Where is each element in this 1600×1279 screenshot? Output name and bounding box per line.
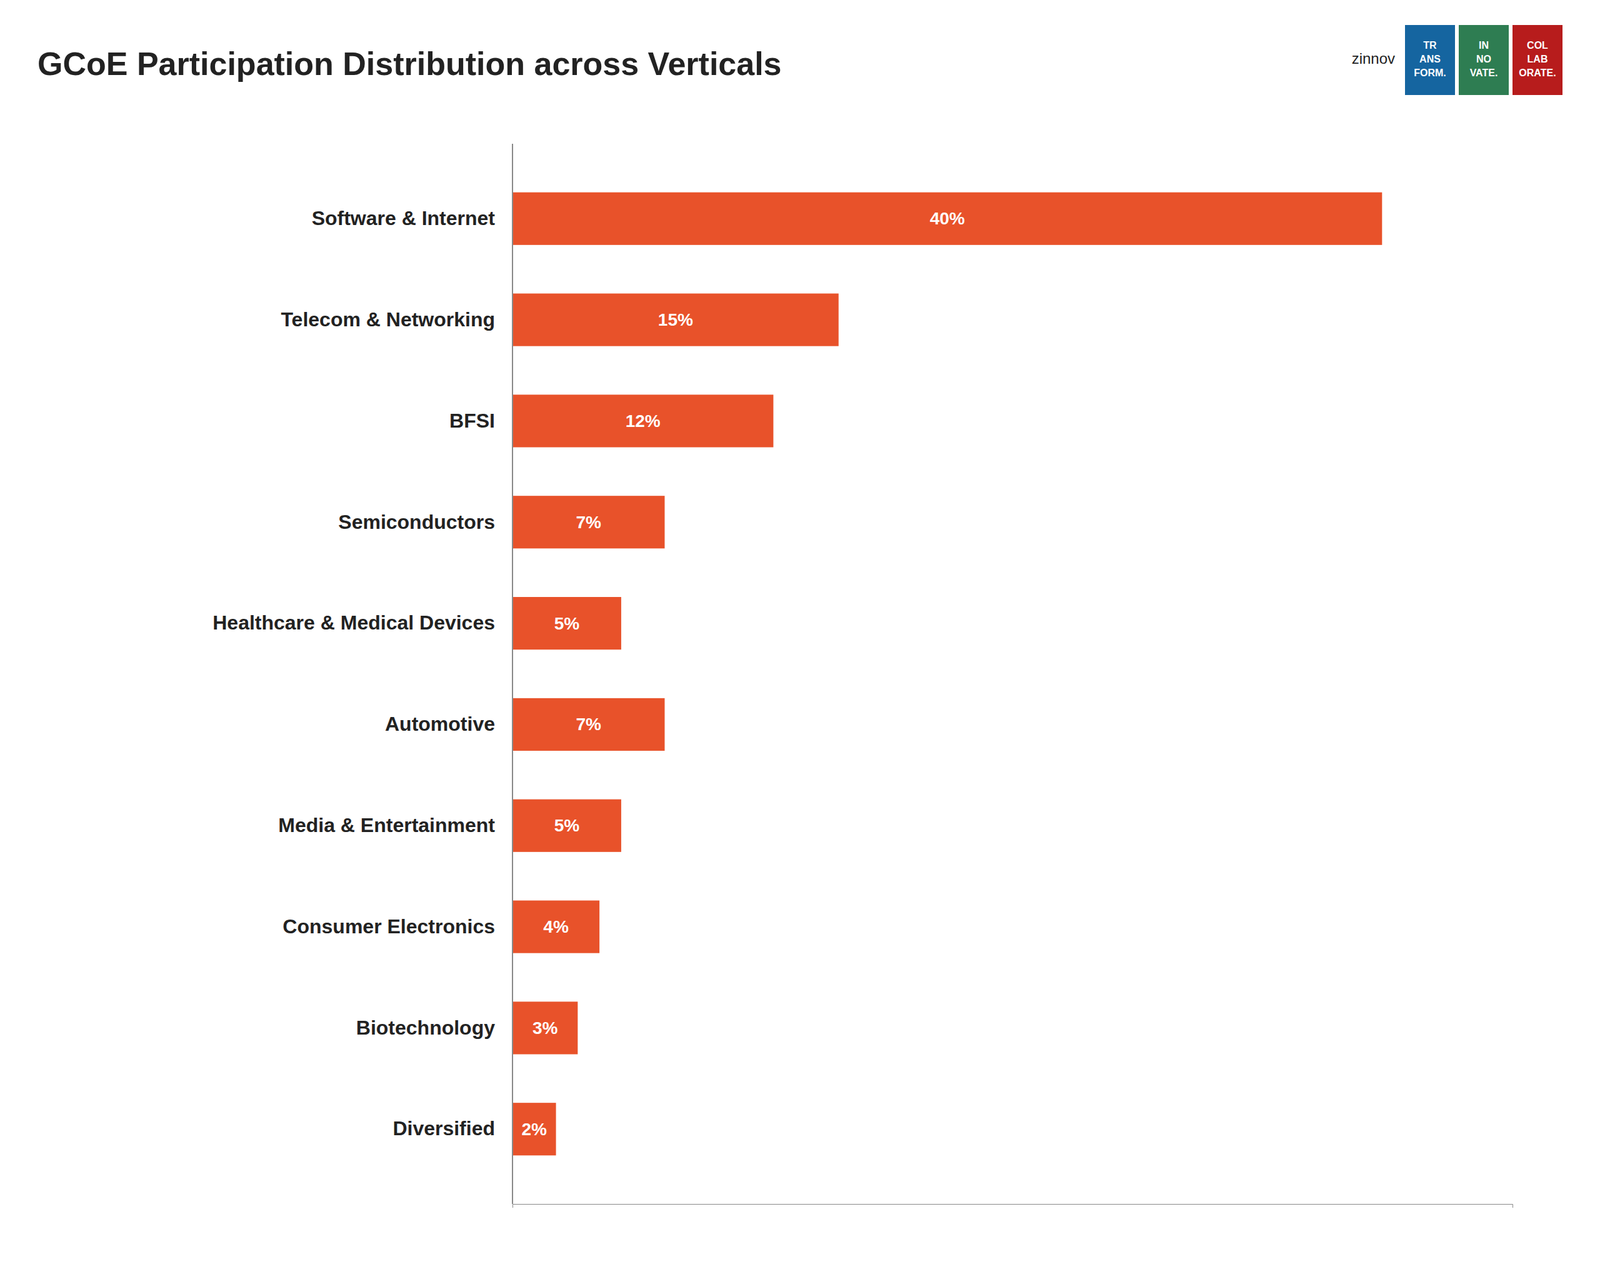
y-tick-label: Automotive [385, 712, 495, 735]
logo-box-text-line: NO [1476, 53, 1492, 65]
logo-box-text: COL LAB ORATE. [1518, 40, 1556, 79]
logo-box-text: IN NO VATE. [1470, 40, 1499, 79]
y-tick: BFSI [449, 409, 513, 432]
bar [512, 192, 1382, 245]
y-tick-label: Healthcare & Medical Devices [212, 611, 495, 634]
logo-box-text-line: TR [1423, 40, 1437, 51]
bar [512, 799, 622, 852]
y-tick-label: Software & Internet [311, 206, 496, 230]
y-tick-label: Media & Entertainment [278, 813, 495, 837]
logo-box-text-line: FORM. [1413, 67, 1447, 79]
bar [512, 1102, 557, 1155]
y-tick-label: BFSI [449, 409, 495, 432]
y-tick: Healthcare & Medical Devices [212, 611, 513, 634]
logo-box [1405, 25, 1455, 95]
y-tick: Diversified [392, 1116, 513, 1140]
y-axis: Software & Internet Telecom & Networking B… [212, 206, 513, 1140]
plot: Software & Internet Telecom & Networking B… [212, 143, 1513, 1208]
data-label: 7% [576, 714, 602, 734]
logo-box-text-line: COL [1526, 40, 1549, 51]
y-tick: Biotechnology [356, 1016, 513, 1039]
bar [512, 596, 622, 650]
data-label: 12% [625, 411, 661, 431]
logo-box-text-line: ANS [1419, 53, 1441, 65]
y-tick: Semiconductors [338, 510, 513, 533]
bar [512, 698, 665, 751]
y-tick-label: Telecom & Networking [280, 308, 495, 331]
divider [511, 143, 514, 1204]
y-tick-label: Diversified [392, 1116, 495, 1140]
data-label: 5% [554, 815, 580, 835]
y-tick-label: Semiconductors [338, 510, 495, 533]
bar [512, 293, 839, 347]
logo-box [1458, 25, 1509, 95]
y-tick-label: Consumer Electronics [282, 915, 495, 938]
logo-box-text-line: LAB [1527, 53, 1549, 65]
logo-box-text-line: ORATE. [1518, 67, 1556, 79]
y-tick: Consumer Electronics [282, 915, 513, 938]
y-tick-label: Biotechnology [356, 1016, 495, 1039]
y-tick: Automotive [385, 712, 513, 735]
bar [512, 1001, 578, 1054]
logo-box-text-line: VATE. [1470, 67, 1499, 79]
bars [512, 192, 1382, 1156]
data-label: 15% [658, 310, 694, 330]
x-axis [513, 1204, 1514, 1209]
logo: zinnov TR ANS FORM. IN NO VATE. COL LAB ORATE. [1351, 25, 1563, 95]
bar [512, 394, 774, 447]
data-label: 40% [930, 208, 965, 229]
data-label: 3% [532, 1018, 559, 1038]
title: GCoE Participation Distribution across V… [37, 45, 782, 82]
y-tick: Telecom & Networking [280, 308, 513, 331]
y-tick: Media & Entertainment [278, 813, 513, 837]
x-axis-line [513, 1204, 1514, 1209]
bar [512, 900, 600, 954]
data-label: 4% [543, 916, 569, 937]
data-label: 2% [521, 1119, 548, 1139]
bar [512, 495, 665, 549]
data-label: 5% [554, 613, 580, 634]
logo-box [1512, 25, 1563, 95]
data-label: 7% [576, 512, 602, 532]
y-tick: Software & Internet [311, 206, 513, 230]
logo-text: zinnov [1351, 50, 1395, 67]
logo-box-text-line: IN [1478, 40, 1489, 51]
data-labels: 40% 15% 12% 7% 5% 7% 5% 4% 3% 2% [521, 208, 965, 1139]
logo-box-text: TR ANS FORM. [1413, 40, 1447, 79]
chart: GCoE Participation Distribution across V… [0, 0, 1600, 1279]
